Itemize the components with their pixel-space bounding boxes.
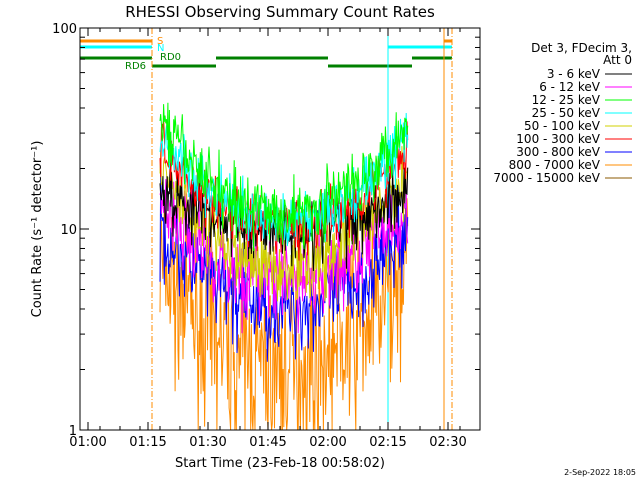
data-series — [159, 102, 409, 431]
footer-date: 2-Sep-2022 18:05 — [564, 468, 636, 477]
flag-label: S — [157, 36, 163, 47]
series-line — [159, 169, 409, 431]
flag-label: N — [157, 43, 164, 54]
x-axis-label: Start Time (23-Feb-18 00:58:02) — [175, 456, 385, 471]
x-tick-label: 02:15 — [369, 435, 406, 450]
legend-label: 800 - 7000 keV — [509, 158, 601, 172]
legend-label: 50 - 100 keV — [524, 119, 601, 133]
y-tick-label: 100 — [52, 22, 77, 37]
legend-label: 6 - 12 keV — [539, 80, 601, 94]
flag-label: RD6 — [125, 61, 146, 72]
legend-header: Det 3, FDecim 3, — [531, 41, 632, 55]
legend-label: 7000 - 15000 keV — [493, 171, 600, 185]
legend-label: 100 - 300 keV — [516, 132, 600, 146]
legend-header: Att 0 — [603, 53, 632, 67]
series-line — [159, 102, 409, 252]
y-tick-label: 1 — [69, 424, 77, 439]
legend-label: 25 - 50 keV — [532, 106, 601, 120]
vertical-markers — [151, 28, 453, 430]
chart-title: RHESSI Observing Summary Count Rates — [125, 3, 435, 21]
x-tick-label: 02:00 — [309, 435, 346, 450]
x-tick-label: 01:30 — [189, 435, 226, 450]
x-tick-label: 01:00 — [69, 435, 106, 450]
legend-label: 12 - 25 keV — [532, 93, 601, 107]
y-axis-label: Count Rate (s⁻¹ detector⁻¹) — [30, 141, 45, 318]
y-tick-label: 10 — [60, 223, 77, 238]
legend-label: 300 - 800 keV — [516, 145, 600, 159]
x-tick-label: 01:15 — [129, 435, 166, 450]
axes: 01:00 01:15 01:30 01:45 02:00 02:15 02:30 1 10 10… — [52, 22, 481, 450]
flag-label: RD0 — [160, 52, 181, 63]
x-tick-label: 02:30 — [429, 435, 466, 450]
legend-label: 3 - 6 keV — [547, 67, 601, 81]
x-tick-label: 01:45 — [249, 435, 286, 450]
